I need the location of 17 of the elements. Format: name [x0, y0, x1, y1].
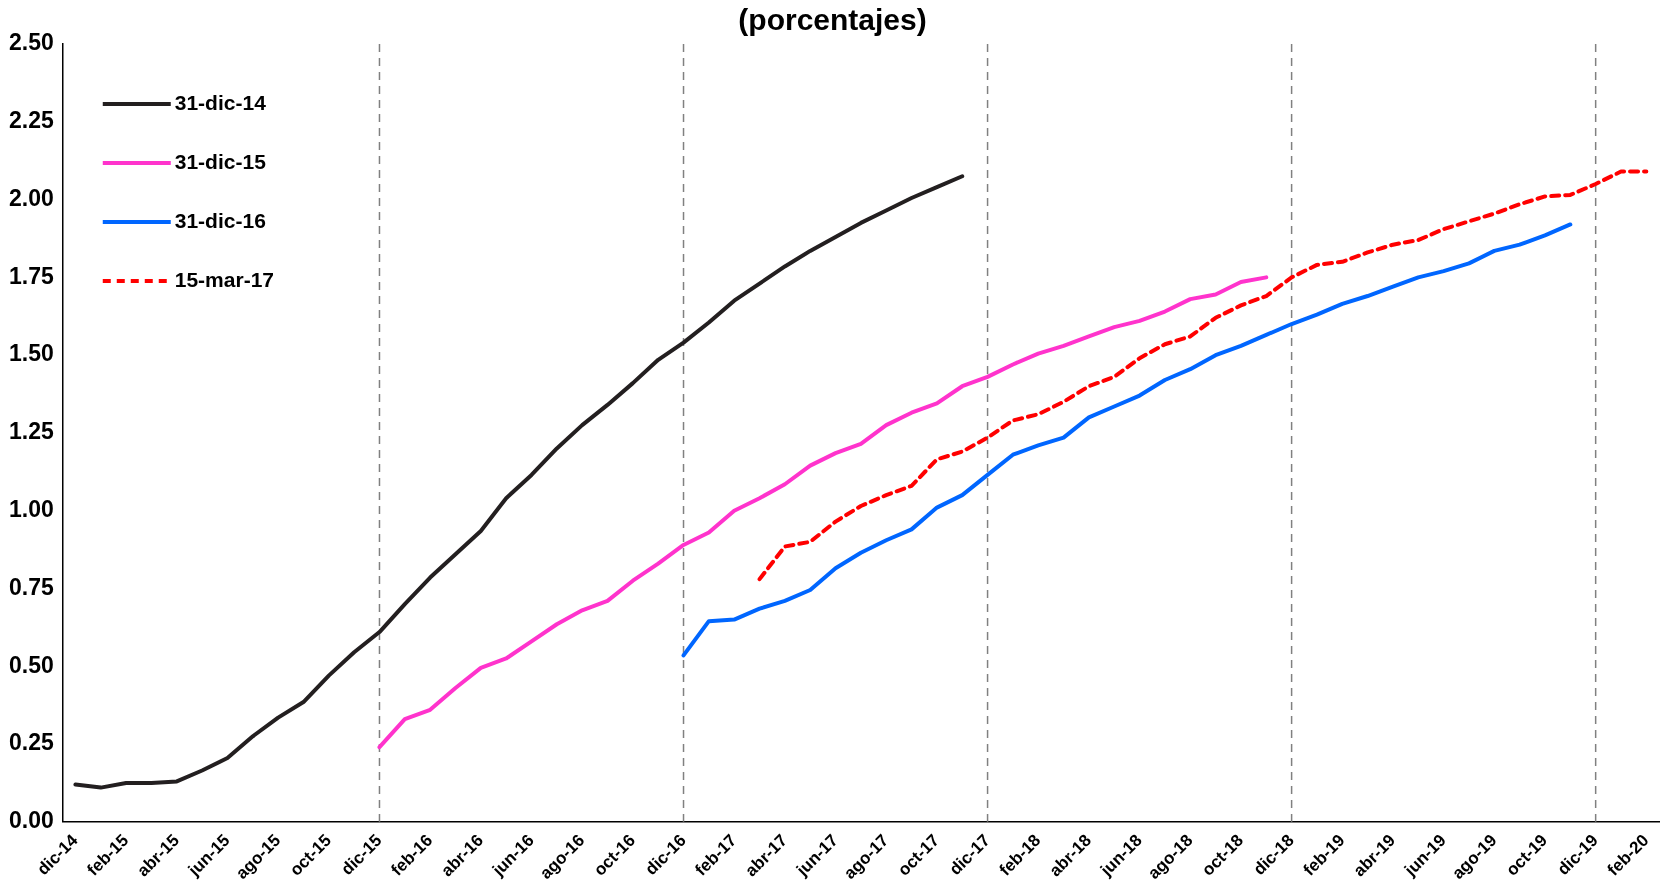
y-tick-label: 2.00	[9, 184, 54, 211]
y-tick-label: 1.50	[9, 340, 54, 367]
legend-label: 31-dic-16	[174, 208, 266, 232]
chart-title: (porcentajes)	[738, 3, 927, 37]
y-tick-label: 1.75	[9, 262, 54, 289]
y-tick-label: 2.50	[9, 29, 54, 56]
legend-label: 15-mar-17	[174, 267, 274, 291]
y-tick-label: 1.25	[9, 418, 54, 445]
legend-label: 31-dic-15	[174, 149, 267, 173]
legend-label: 31-dic-14	[174, 90, 267, 114]
y-tick-label: 1.00	[9, 496, 54, 523]
y-tick-label: 0.50	[9, 651, 54, 678]
y-tick-label: 0.00	[9, 807, 54, 834]
y-tick-label: 2.25	[9, 107, 54, 134]
y-tick-label: 0.25	[9, 729, 54, 756]
line-series	[757, 169, 1649, 582]
y-tick-label: 0.75	[9, 573, 54, 600]
